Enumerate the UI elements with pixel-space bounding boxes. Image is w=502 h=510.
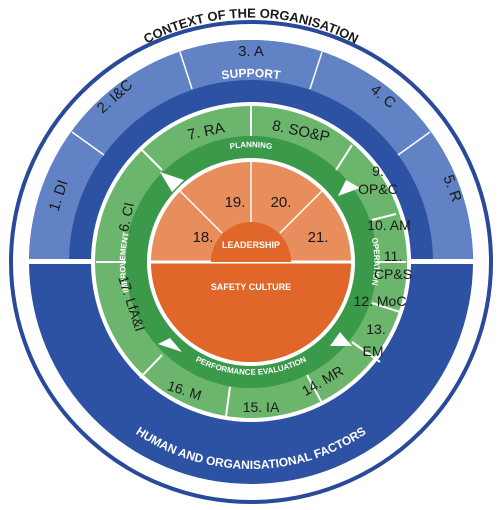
segment-ci: 6. CI <box>115 201 137 233</box>
segment-em-label: EM <box>363 343 384 359</box>
segment-18: 18. <box>193 229 214 246</box>
segment-19: 19. <box>225 194 246 211</box>
segment-cps-label: CP&S <box>374 266 412 282</box>
improvement-title: IMPROVEMENT <box>118 231 131 293</box>
segment-ia: 15. IA <box>243 399 280 415</box>
ring-arrows <box>158 172 360 352</box>
segment-cps-number: 11. <box>384 248 402 264</box>
green-dividers <box>96 106 406 417</box>
leadership-center <box>211 222 291 262</box>
core-dividers <box>179 162 323 234</box>
segment-moc: 12. MoC <box>354 293 407 309</box>
segment-opc-number: 9. <box>372 163 384 179</box>
segment-20: 20. <box>271 194 292 211</box>
safety-culture-label: SAFETY CULTURE <box>211 282 291 292</box>
planning-title: PLANNING <box>229 140 273 151</box>
segment-opc-label: OP&C <box>358 181 398 197</box>
support-title: SUPPORT <box>221 66 283 82</box>
segment-21: 21. <box>308 229 329 246</box>
segment-a: 3. A <box>238 43 264 60</box>
operation-title: OPERATION <box>370 237 381 286</box>
segment-em-number: 13. <box>366 321 385 337</box>
segment-am: 10. AM <box>367 217 411 233</box>
leadership-label: LEADERSHIP <box>222 240 280 250</box>
safety-culture-core <box>151 262 351 362</box>
